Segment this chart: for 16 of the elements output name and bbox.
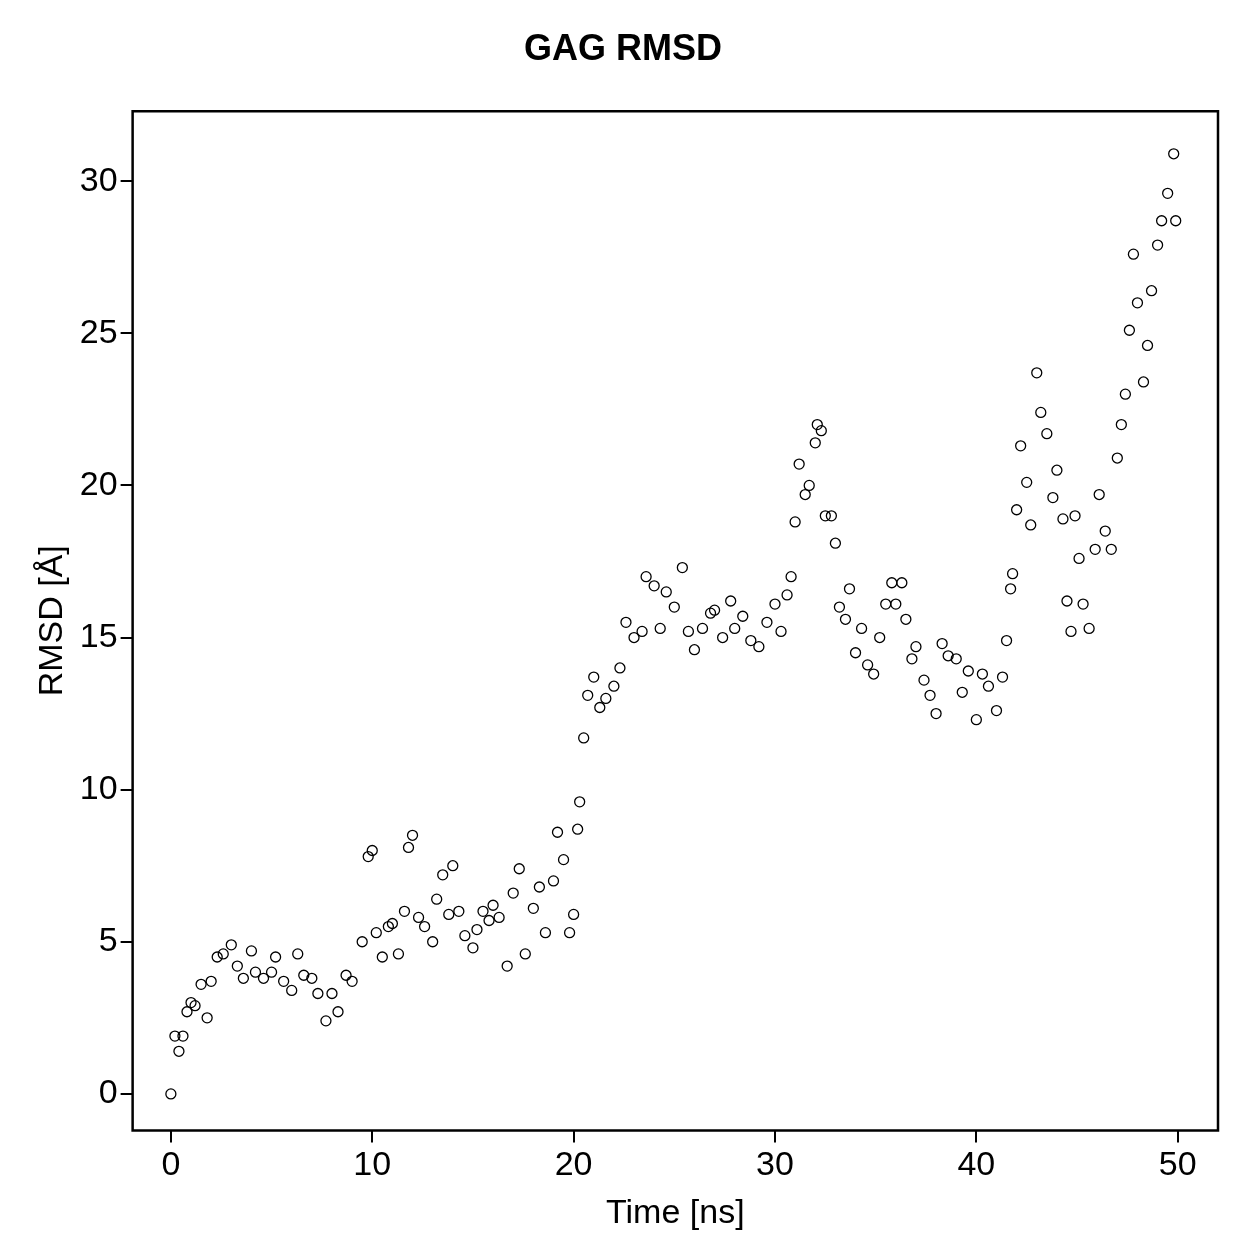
- y-tick-label: 15: [79, 615, 118, 654]
- x-axis-title: Time [ns]: [606, 1191, 745, 1230]
- y-tick-label: 10: [79, 768, 118, 807]
- y-tick-label: 25: [79, 311, 118, 350]
- x-tick-label: 30: [756, 1144, 794, 1183]
- x-tick-label: 10: [353, 1144, 392, 1183]
- x-tick-label: 50: [1158, 1144, 1197, 1183]
- y-tick-label: 20: [79, 463, 118, 502]
- x-tick-label: 20: [554, 1144, 593, 1183]
- y-tick-label: 0: [98, 1072, 118, 1111]
- chart-title: GAG RMSD: [524, 26, 722, 68]
- y-tick-label: 5: [98, 920, 118, 959]
- x-tick-label: 40: [957, 1144, 996, 1183]
- y-tick-label: 30: [79, 159, 118, 198]
- x-tick-label: 0: [161, 1144, 181, 1183]
- y-axis-title: RMSD [Å]: [30, 545, 69, 697]
